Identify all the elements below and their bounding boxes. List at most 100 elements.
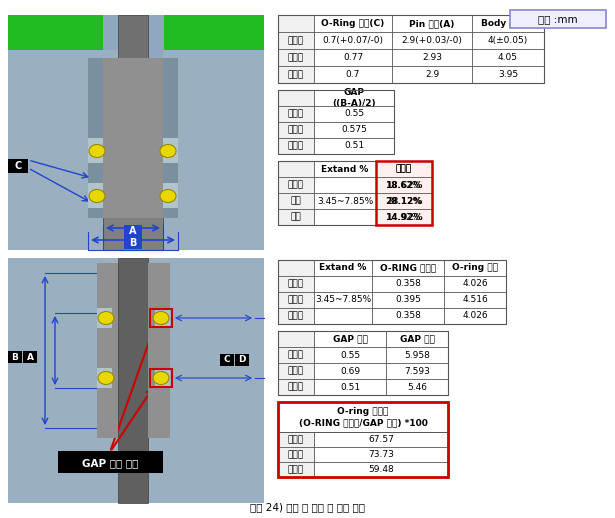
Bar: [386, 331, 448, 347]
Text: 압축률: 압축률: [396, 165, 412, 174]
Text: 최대: 최대: [291, 196, 301, 206]
Bar: [386, 379, 448, 395]
Bar: [444, 308, 506, 324]
Bar: [376, 177, 432, 193]
Bar: [392, 49, 472, 66]
Ellipse shape: [89, 190, 105, 203]
Bar: [155, 308, 170, 328]
Bar: [314, 209, 376, 225]
Bar: [88, 58, 118, 218]
Text: 정치수: 정치수: [288, 36, 304, 45]
Text: 59.48: 59.48: [368, 465, 394, 474]
Text: 0.395: 0.395: [395, 295, 421, 305]
Ellipse shape: [89, 145, 105, 157]
Bar: [278, 331, 448, 395]
Bar: [314, 292, 372, 308]
Text: D: D: [238, 355, 246, 365]
Bar: [278, 276, 314, 292]
Bar: [386, 347, 448, 363]
Bar: [314, 363, 386, 379]
Bar: [376, 209, 432, 225]
Text: 0.51: 0.51: [340, 382, 360, 392]
Bar: [8, 258, 264, 503]
Bar: [392, 32, 472, 49]
Bar: [278, 138, 314, 154]
Bar: [136, 258, 264, 503]
Bar: [278, 209, 314, 225]
Bar: [314, 379, 386, 395]
Bar: [472, 32, 544, 49]
Bar: [278, 308, 314, 324]
Text: 18.62%: 18.62%: [387, 180, 421, 190]
Text: 0.7: 0.7: [346, 70, 360, 79]
Bar: [278, 260, 314, 276]
Text: 3.45~7.85%: 3.45~7.85%: [315, 295, 371, 305]
Bar: [278, 90, 314, 106]
Bar: [278, 161, 432, 225]
Bar: [278, 432, 314, 447]
Bar: [103, 58, 163, 218]
Bar: [97, 263, 118, 438]
Bar: [8, 159, 28, 173]
Ellipse shape: [160, 190, 176, 203]
Bar: [314, 177, 376, 193]
Text: Pin 외경(A): Pin 외경(A): [410, 19, 454, 28]
Text: 상한치: 상한치: [288, 53, 304, 62]
Text: 단위 :mm: 단위 :mm: [538, 14, 578, 24]
Bar: [314, 462, 448, 477]
Bar: [510, 10, 606, 28]
Bar: [376, 161, 432, 177]
Text: Extand %: Extand %: [319, 264, 367, 272]
Bar: [278, 193, 314, 209]
Bar: [278, 331, 314, 347]
Text: 0.55: 0.55: [340, 351, 360, 359]
Text: 0.69: 0.69: [340, 367, 360, 376]
Bar: [148, 58, 178, 218]
Bar: [235, 354, 249, 366]
Text: 정치수: 정치수: [288, 280, 304, 289]
Bar: [278, 161, 314, 177]
Bar: [150, 369, 172, 387]
Bar: [150, 309, 172, 327]
Bar: [278, 292, 314, 308]
Text: 14.92%: 14.92%: [387, 212, 421, 222]
Text: O-RING 단면적: O-RING 단면적: [380, 264, 436, 272]
Text: Body 내경(B): Body 내경(B): [481, 19, 535, 28]
Bar: [314, 331, 386, 347]
Text: 4(±0.05): 4(±0.05): [488, 36, 528, 45]
Text: 압축률: 압축률: [396, 165, 412, 174]
Text: 28.12%: 28.12%: [387, 196, 421, 206]
Bar: [386, 363, 448, 379]
Text: GAP 체적: GAP 체적: [400, 335, 434, 343]
Bar: [376, 193, 432, 209]
Bar: [130, 263, 170, 438]
Text: 0.77: 0.77: [343, 53, 363, 62]
Bar: [163, 50, 264, 250]
Text: 0.358: 0.358: [395, 311, 421, 321]
Bar: [8, 15, 103, 73]
Text: A: A: [129, 226, 137, 236]
Bar: [103, 70, 163, 250]
Bar: [314, 276, 372, 292]
Bar: [97, 263, 137, 438]
Text: 4.516: 4.516: [462, 295, 488, 305]
Text: 상한치: 상한치: [288, 367, 304, 376]
Text: 하한치: 하한치: [288, 141, 304, 151]
Bar: [444, 292, 506, 308]
Bar: [278, 15, 544, 83]
Text: 상한치: 상한치: [288, 295, 304, 305]
Text: 상한치: 상한치: [288, 450, 304, 459]
Text: 4.026: 4.026: [462, 280, 488, 289]
Bar: [314, 32, 392, 49]
Text: 4.05: 4.05: [498, 53, 518, 62]
Bar: [376, 177, 432, 193]
Bar: [163, 183, 178, 208]
Text: 하한치: 하한치: [288, 465, 304, 474]
Bar: [444, 260, 506, 276]
Bar: [88, 183, 103, 208]
Bar: [444, 276, 506, 292]
Bar: [118, 258, 148, 503]
Bar: [220, 354, 234, 366]
Bar: [8, 351, 22, 363]
Bar: [472, 49, 544, 66]
